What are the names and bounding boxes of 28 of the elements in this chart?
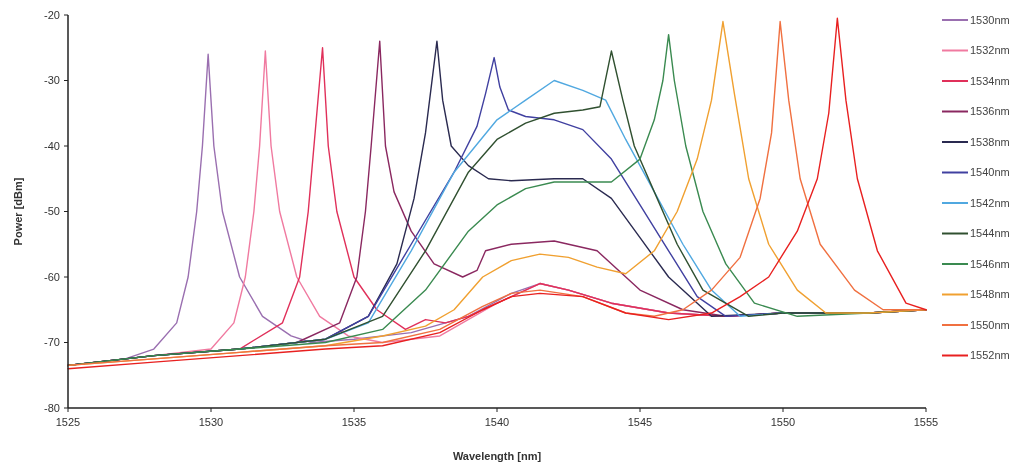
x-tick-label: 1550 bbox=[770, 416, 796, 428]
legend-label: 1532nm bbox=[970, 44, 1010, 57]
legend-label: 1530nm bbox=[970, 13, 1010, 26]
y-tick-label: -50 bbox=[44, 205, 60, 218]
legend-label: 1538nm bbox=[970, 135, 1010, 148]
x-tick-label: 1530 bbox=[198, 416, 224, 428]
legend-label: 1550nm bbox=[970, 318, 1010, 331]
y-tick-label: -20 bbox=[44, 8, 60, 21]
x-tick-label: 1525 bbox=[55, 416, 81, 428]
y-tick-label: -80 bbox=[44, 401, 60, 414]
legend-label: 1546nm bbox=[970, 257, 1010, 270]
y-axis-title: Power [dBm] bbox=[12, 177, 24, 246]
x-tick-label: 1540 bbox=[484, 416, 510, 428]
legend-label: 1534nm bbox=[970, 74, 1010, 87]
legend-label: 1552nm bbox=[970, 349, 1010, 362]
y-tick-label: -40 bbox=[44, 139, 60, 152]
x-axis-title: Wavelength [nm] bbox=[452, 450, 542, 462]
x-tick-label: 1545 bbox=[627, 416, 653, 428]
x-tick-label: 1555 bbox=[913, 416, 939, 428]
legend-label: 1540nm bbox=[970, 166, 1010, 179]
y-tick-label: -30 bbox=[44, 74, 60, 87]
legend-label: 1548nm bbox=[970, 288, 1010, 301]
legend-label: 1536nm bbox=[970, 105, 1010, 118]
legend-label: 1544nm bbox=[970, 227, 1010, 240]
x-tick-label: 1535 bbox=[341, 416, 367, 428]
y-tick-label: -70 bbox=[44, 336, 60, 349]
legend-label: 1542nm bbox=[970, 196, 1010, 209]
y-tick-label: -60 bbox=[44, 270, 60, 283]
